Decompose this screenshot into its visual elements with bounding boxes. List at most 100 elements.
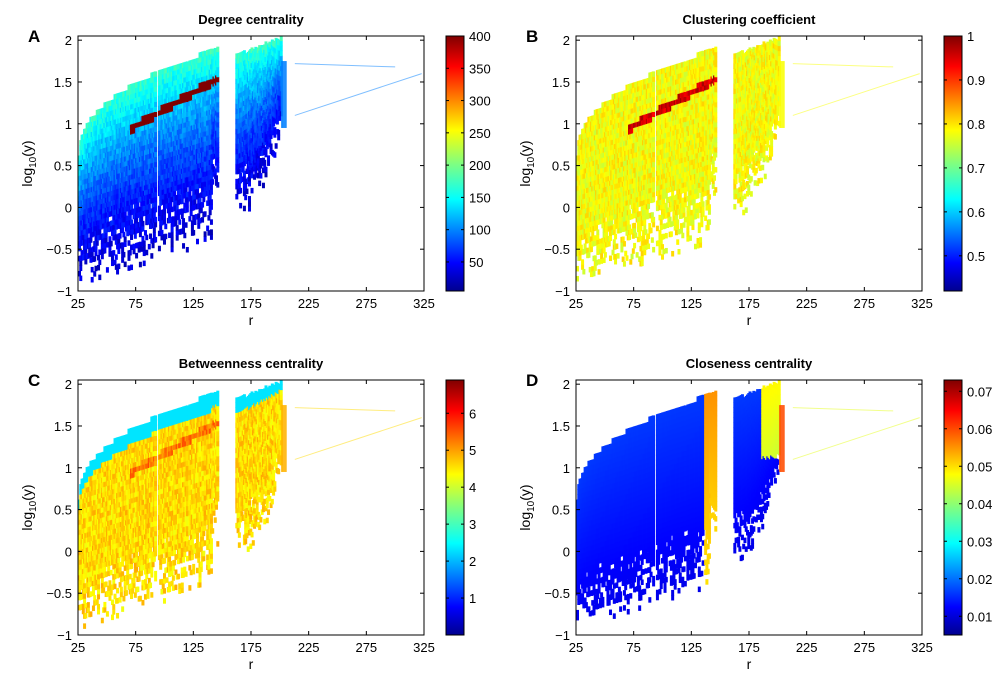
density-cell bbox=[97, 265, 100, 271]
density-cell bbox=[235, 194, 238, 200]
density-cell bbox=[273, 152, 276, 158]
density-cell bbox=[596, 229, 599, 235]
density-cell bbox=[145, 250, 148, 256]
density-cell bbox=[154, 187, 157, 193]
density-cell bbox=[201, 202, 204, 208]
density-cell bbox=[154, 217, 157, 223]
density-cell bbox=[264, 172, 267, 178]
density-cell bbox=[154, 122, 157, 128]
density-cell bbox=[154, 192, 157, 198]
density-cell bbox=[623, 261, 626, 267]
density-cell bbox=[581, 259, 584, 265]
x-tick-label: 25 bbox=[71, 296, 85, 311]
density-cell bbox=[216, 117, 219, 123]
x-tick-label: 175 bbox=[240, 296, 262, 311]
density-cell bbox=[251, 188, 254, 194]
density-cell bbox=[614, 259, 617, 265]
density-cell bbox=[124, 241, 127, 247]
density-cell bbox=[204, 231, 207, 237]
density-cell bbox=[154, 167, 157, 173]
density-cell bbox=[154, 172, 157, 178]
density-cell bbox=[192, 230, 195, 236]
density-cell bbox=[210, 204, 213, 210]
density-cell bbox=[215, 175, 218, 181]
density-cell bbox=[154, 117, 157, 123]
colorbar-tick-label: 300 bbox=[469, 94, 491, 109]
density-cell bbox=[154, 197, 157, 203]
x-tick-label: 225 bbox=[298, 296, 320, 311]
colorbar-tick-label: 150 bbox=[469, 190, 491, 205]
y-tick-label: 1 bbox=[65, 117, 72, 132]
density-cell bbox=[94, 246, 97, 252]
density-cell bbox=[148, 244, 151, 250]
density-cell bbox=[154, 177, 157, 183]
density-cell bbox=[262, 183, 265, 189]
density-cell bbox=[245, 189, 248, 195]
density-cell bbox=[216, 102, 219, 108]
colorbar-tick-label: 350 bbox=[469, 61, 491, 76]
x-tick-label: 125 bbox=[182, 296, 204, 311]
x-tick-label: 75 bbox=[128, 296, 142, 311]
density-cell bbox=[154, 142, 157, 148]
density-cell bbox=[216, 132, 219, 138]
density-cell bbox=[122, 252, 125, 258]
density-cell bbox=[216, 157, 219, 163]
density-cell bbox=[154, 127, 157, 133]
density-cell bbox=[197, 223, 200, 229]
density-cell bbox=[163, 239, 166, 245]
density-cell bbox=[280, 56, 283, 62]
density-cell bbox=[267, 155, 270, 161]
density-cell bbox=[248, 196, 251, 202]
x-axis-label: r bbox=[249, 312, 254, 328]
panel-title: Degree centrality bbox=[198, 12, 304, 27]
density-cell bbox=[193, 219, 196, 225]
density-cell bbox=[216, 92, 219, 98]
density-cell bbox=[79, 276, 82, 282]
density-cell bbox=[248, 181, 251, 187]
density-cell bbox=[210, 184, 213, 190]
density-cell bbox=[216, 87, 219, 93]
density-cell bbox=[163, 209, 166, 215]
density-cell bbox=[216, 57, 219, 63]
density-cell bbox=[270, 143, 273, 149]
density-cell bbox=[248, 206, 251, 212]
density-cell bbox=[216, 62, 219, 68]
density-cell bbox=[216, 97, 219, 103]
density-cell bbox=[154, 71, 157, 77]
density-cell bbox=[264, 167, 267, 173]
density-cell bbox=[139, 262, 142, 268]
density-cell bbox=[202, 197, 205, 203]
density-cell bbox=[210, 234, 213, 240]
density-cell bbox=[285, 61, 287, 128]
density-cell bbox=[101, 254, 104, 260]
density-cell bbox=[244, 195, 247, 201]
density-cell bbox=[259, 173, 262, 179]
density-cell bbox=[105, 232, 108, 238]
density-cell bbox=[263, 160, 266, 166]
density-cell bbox=[103, 248, 106, 254]
density-cell bbox=[154, 101, 157, 107]
density-cell bbox=[171, 242, 174, 248]
density-cell bbox=[154, 162, 157, 168]
density-cell bbox=[620, 247, 623, 253]
density-cell bbox=[89, 237, 92, 243]
density-cell bbox=[154, 132, 157, 138]
panel-letter: A bbox=[28, 27, 40, 46]
density-cell bbox=[154, 237, 157, 243]
density-cell bbox=[243, 206, 246, 212]
density-cell bbox=[280, 46, 283, 52]
density-cell bbox=[134, 233, 137, 239]
density-cell bbox=[163, 214, 166, 220]
density-cell bbox=[96, 240, 99, 246]
density-cell bbox=[623, 241, 626, 247]
density-cell bbox=[143, 261, 146, 267]
density-cell bbox=[117, 264, 120, 270]
density-cell bbox=[171, 227, 174, 233]
colorbar-tick-label: 100 bbox=[469, 223, 491, 238]
density-cell bbox=[590, 246, 593, 252]
density-cell bbox=[116, 269, 119, 275]
density-cell bbox=[154, 81, 157, 87]
density-cell bbox=[158, 246, 161, 252]
density-cell bbox=[609, 256, 612, 262]
